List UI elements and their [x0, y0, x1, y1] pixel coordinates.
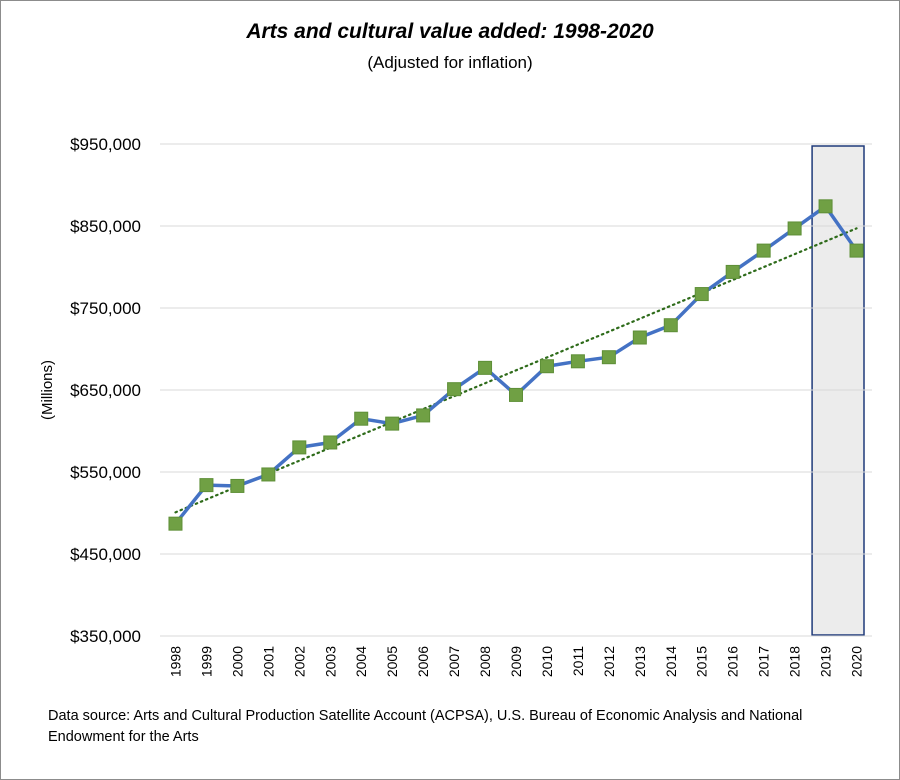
x-tick-label: 1998 — [167, 646, 183, 677]
chart-subtitle: (Adjusted for inflation) — [367, 53, 533, 72]
y-tick-label: $650,000 — [70, 381, 141, 400]
data-point — [632, 330, 647, 345]
data-point — [354, 411, 369, 426]
data-point — [601, 350, 616, 365]
data-point — [447, 382, 462, 397]
x-tick-label: 2010 — [539, 646, 555, 677]
x-tick-label: 2014 — [663, 646, 679, 677]
x-tick-label: 2017 — [756, 646, 772, 677]
y-tick-label: $950,000 — [70, 135, 141, 154]
data-point — [292, 440, 307, 455]
x-tick-label: 2019 — [818, 646, 834, 677]
series-line — [174, 204, 858, 525]
chart-plot: $350,000 $450,000 $550,000 $650,000 $750,000… — [39, 135, 872, 677]
data-point — [663, 318, 678, 333]
x-tick-label: 2004 — [353, 646, 369, 677]
y-tick-label: $350,000 — [70, 627, 141, 646]
data-point — [570, 354, 585, 369]
y-tick-label: $850,000 — [70, 217, 141, 236]
data-point — [230, 478, 245, 493]
x-tick-label: 2018 — [787, 646, 803, 677]
data-point — [694, 287, 709, 302]
data-point — [539, 359, 554, 374]
x-tick-label: 2011 — [570, 646, 586, 676]
data-point — [478, 360, 493, 375]
x-tick-label: 2013 — [632, 646, 648, 677]
trendline — [174, 227, 858, 514]
data-point — [261, 467, 276, 482]
data-point — [323, 435, 338, 450]
y-axis-label: (Millions) — [39, 360, 56, 420]
data-point — [416, 408, 431, 423]
y-tick-label: $450,000 — [70, 545, 141, 564]
x-tick-label: 2015 — [694, 646, 710, 677]
x-tick-label: 2012 — [601, 646, 617, 677]
x-tick-label: 2020 — [849, 646, 865, 677]
x-tick-label: 2003 — [322, 646, 338, 677]
data-point — [787, 221, 802, 236]
x-tick-label: 2000 — [229, 646, 245, 677]
source-note: Data source: Arts and Cultural Productio… — [48, 708, 803, 745]
chart-title: Arts and cultural value added: 1998-2020 — [246, 20, 654, 43]
x-tick-label: 2008 — [477, 646, 493, 677]
x-tick-label: 2002 — [291, 646, 307, 677]
x-tick-label: 2005 — [384, 646, 400, 677]
x-tick-label: 2007 — [446, 646, 462, 677]
data-point — [385, 416, 400, 431]
y-tick-label: $550,000 — [70, 463, 141, 482]
data-point — [756, 243, 771, 258]
data-point — [509, 387, 523, 402]
x-tick-label: 2001 — [260, 646, 276, 677]
data-point — [168, 516, 183, 531]
y-tick-label: $750,000 — [70, 299, 141, 318]
x-tick-label: 2009 — [508, 646, 524, 677]
data-point — [199, 478, 214, 493]
x-tick-label: 2006 — [415, 646, 431, 677]
data-point — [725, 264, 740, 279]
x-tick-label: 2016 — [725, 646, 741, 677]
data-point — [849, 243, 864, 258]
x-tick-label: 1999 — [198, 646, 214, 677]
data-point — [818, 199, 833, 214]
